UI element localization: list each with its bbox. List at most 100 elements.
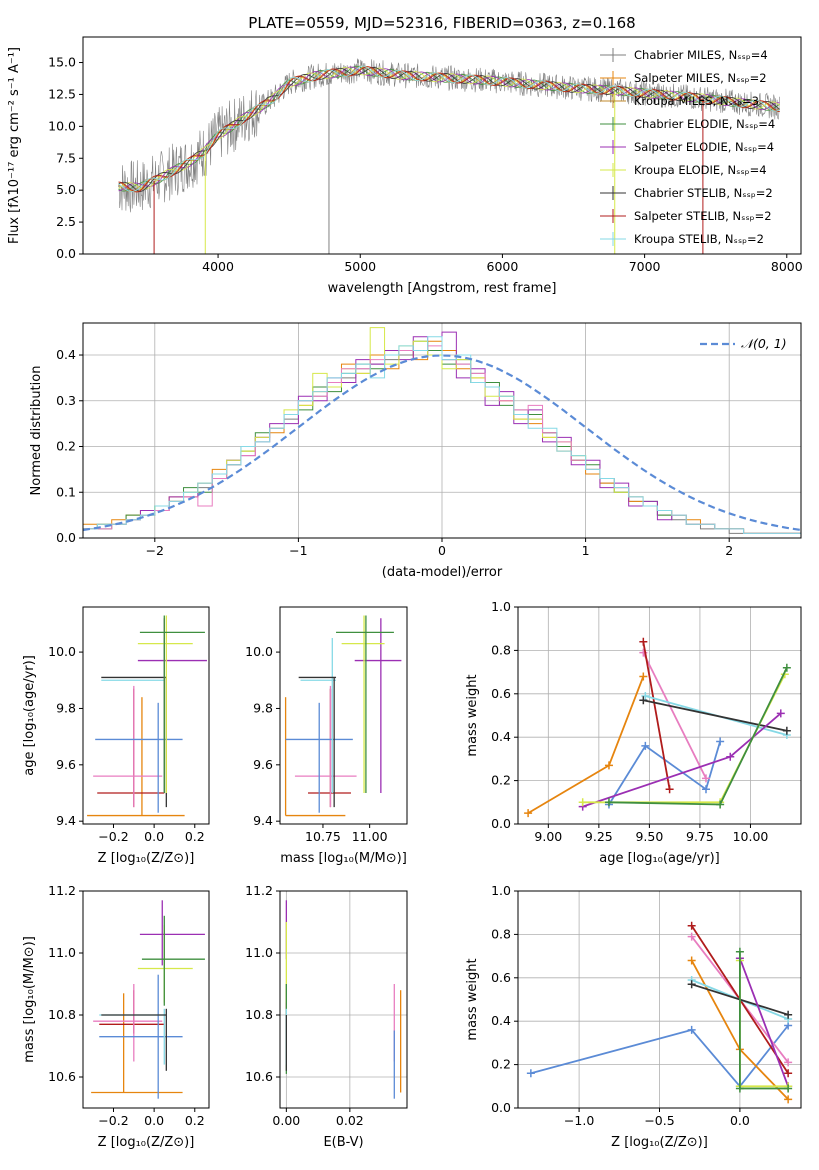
- axes-frame: [82, 606, 210, 825]
- x-tick-label: 10.00: [733, 829, 769, 844]
- y-tick-label: 0.4: [56, 347, 76, 362]
- y-tick-label: 1.0: [491, 883, 511, 898]
- x-axis-label: wavelength [Angstrom, rest frame]: [328, 281, 557, 296]
- y-tick-label: 0.0: [491, 816, 511, 831]
- plot-area: [83, 327, 801, 538]
- x-tick-label: 4000: [202, 259, 234, 274]
- y-tick-label: 0.6: [491, 686, 511, 701]
- series-marker: [604, 798, 613, 807]
- plot-area: [87, 615, 207, 817]
- panel-mass-vs-Z: −0.2 0.0 0.2 10.6 10.8 11.0 11.2 Z [log₁₀(Z/Z⊙)…: [22, 883, 210, 1150]
- panel-mass-vs-EBV: 0.00 0.02 10.6 10.8 11.0 11.2 E(B-V): [245, 883, 408, 1150]
- errorbar-7: [137, 925, 193, 1003]
- panel-weight-vs-Z: −1.0 −0.5 0.0 0.0 0.2 0.4 0.6 0.8 1.0 Z [log₁₀(Z/…: [465, 883, 802, 1150]
- y-tick-label: 5.0: [56, 182, 76, 197]
- y-tick-label: 10.0: [48, 118, 76, 133]
- y-tick-label: 0.0: [56, 530, 76, 545]
- x-tick-label: 9.25: [585, 829, 613, 844]
- errorbar-8: [336, 615, 394, 793]
- x-tick-label: 0.2: [185, 1113, 205, 1128]
- series-marker: [665, 785, 674, 794]
- errorbar-4: [300, 638, 337, 793]
- y-tick-label: 9.6: [253, 757, 273, 772]
- normal-curve: [83, 354, 801, 532]
- y-axis-label: mass weight: [465, 958, 480, 1040]
- y-tick-label: 7.5: [56, 150, 76, 165]
- plot-area: [285, 900, 402, 1099]
- legend-label: Kroupa ELODIE, Nₛₛₚ=4: [634, 163, 767, 177]
- x-axis-label: Z [log₁₀(Z/Z⊙)]: [611, 1135, 708, 1150]
- y-tick-label: 0.2: [491, 1057, 511, 1072]
- errorbar-6: [354, 618, 402, 793]
- axes-frame: [517, 606, 802, 825]
- series-marker: [735, 1084, 744, 1093]
- y-tick-label: 0.8: [491, 926, 511, 941]
- x-tick-label: 0.00: [272, 1113, 300, 1128]
- x-tick-label: 6000: [487, 259, 519, 274]
- x-tick-label: 2: [725, 543, 733, 558]
- y-tick-label: 10.8: [245, 1007, 273, 1022]
- errorbar-5: [298, 676, 337, 808]
- y-tick-label: 15.0: [48, 55, 76, 70]
- y-tick-label: 11.2: [245, 883, 273, 898]
- series-line-6: [739, 957, 789, 1087]
- legend-label: Chabrier MILES, Nₛₛₚ=4: [634, 48, 768, 62]
- plot-area: [284, 615, 402, 817]
- series-marker: [782, 663, 791, 672]
- panel-weight-vs-age: 9.00 9.25 9.50 9.75 10.00 0.0 0.2 0.4 0.6 0.8 1.0 a…: [465, 599, 802, 866]
- y-tick-label: 12.5: [48, 86, 76, 101]
- x-tick-label: −2: [146, 543, 164, 558]
- y-tick-label: 0.3: [56, 393, 76, 408]
- errorbar-1: [308, 688, 351, 808]
- x-axis-label: mass [log₁₀(M/M⊙)]: [280, 851, 407, 866]
- legend-label: Salpeter MILES, Nₛₛₚ=2: [634, 71, 767, 85]
- y-tick-label: 10.6: [245, 1069, 273, 1084]
- y-tick-label: 1.0: [491, 599, 511, 614]
- x-tick-label: 9.00: [534, 829, 562, 844]
- x-tick-label: 0.02: [336, 1113, 364, 1128]
- series-marker: [604, 761, 613, 770]
- y-tick-label: 0.6: [491, 970, 511, 985]
- errorbar-8: [141, 915, 205, 1006]
- errorbar-2: [93, 685, 163, 808]
- x-tick-label: 5000: [344, 259, 376, 274]
- errorbar-6: [137, 618, 207, 793]
- y-axis-label: Flux [fλ10⁻¹⁷ erg cm⁻² s⁻¹ A⁻¹]: [7, 47, 22, 244]
- legend-label: Kroupa MILES, Nₛₛₚ=3: [634, 94, 759, 108]
- x-tick-label: 0.2: [185, 829, 205, 844]
- x-tick-label: 0: [438, 543, 446, 558]
- legend-label: Chabrier ELODIE, Nₛₛₚ=4: [634, 117, 775, 131]
- x-tick-label: 1: [582, 543, 590, 558]
- errorbar-0: [87, 697, 185, 817]
- panel-residuals: 𝒩(0, 1) −2 −1 0 1 2 0.0 0.1 0.2 0.3 0.4 (data-model…: [29, 322, 802, 580]
- series-marker: [716, 800, 725, 809]
- x-axis-label: E(B-V): [323, 1135, 363, 1150]
- x-axis-label: Z [log₁₀(Z/Z⊙)]: [98, 851, 195, 866]
- y-tick-label: 0.4: [491, 1013, 511, 1028]
- series-marker: [716, 737, 725, 746]
- errorbar-1: [97, 688, 165, 808]
- axes-frame: [82, 36, 802, 255]
- axes-frame: [279, 890, 408, 1109]
- series-marker: [526, 1069, 535, 1078]
- series-line-5: [643, 699, 787, 732]
- errorbar-0: [91, 993, 183, 1094]
- series-marker: [782, 726, 791, 735]
- series-line-0: [530, 1024, 789, 1088]
- series-marker: [687, 921, 696, 930]
- series-line-3: [642, 641, 671, 790]
- y-axis-label: age [log₁₀(age/yr)]: [22, 655, 37, 776]
- series-marker: [726, 752, 735, 761]
- y-axis-label: mass [log₁₀(M/M⊙)]: [22, 936, 37, 1063]
- x-tick-label: −0.5: [644, 1113, 674, 1128]
- legend-label: Salpeter ELODIE, Nₛₛₚ=4: [634, 140, 774, 154]
- errorbar-3: [285, 702, 353, 813]
- plot-area: [118, 58, 780, 254]
- errorbar-7: [137, 615, 193, 793]
- series-marker: [776, 709, 785, 718]
- y-tick-label: 2.5: [56, 214, 76, 229]
- x-tick-label: −1.0: [564, 1113, 594, 1128]
- x-tick-label: 9.75: [686, 829, 714, 844]
- series-marker: [784, 1084, 793, 1093]
